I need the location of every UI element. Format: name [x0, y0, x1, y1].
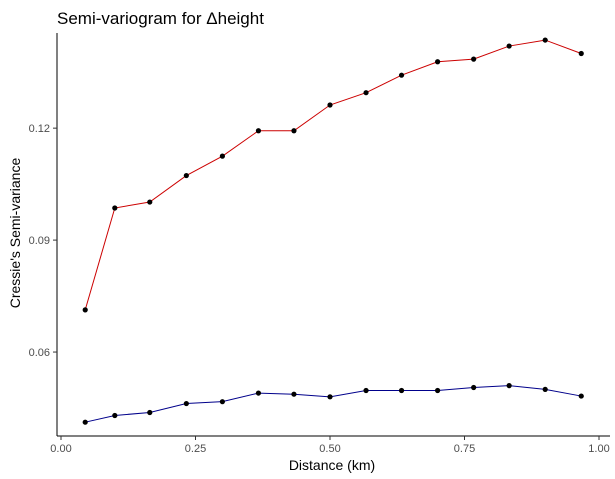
series-1-point	[327, 102, 333, 108]
series-1-point	[471, 56, 477, 62]
y-axis-title: Cressie's Semi-variance	[7, 158, 23, 309]
x-tick-label: 0.00	[50, 443, 71, 455]
x-tick-label: 0.75	[454, 443, 475, 455]
series-2-point	[506, 383, 512, 389]
chart-title: Semi-variogram for Δheight	[57, 9, 264, 28]
series-1-point	[183, 172, 189, 179]
series-1-point	[147, 199, 153, 205]
series-2-point	[363, 387, 369, 394]
series-2-point	[82, 419, 88, 425]
series-1-point	[255, 128, 262, 134]
x-tick-label: 1.00	[588, 443, 609, 455]
axes	[56, 33, 610, 437]
x-axis-title: Distance (km)	[289, 457, 375, 473]
series-line-2	[85, 385, 582, 423]
series-line-1	[84, 39, 582, 311]
series-1-point	[219, 153, 225, 159]
series-1-point	[398, 72, 405, 78]
y-tick-label: 0.09	[29, 235, 50, 247]
series-2-point	[219, 399, 225, 405]
series-1-point	[542, 37, 548, 43]
series-2-point	[183, 400, 189, 407]
series-1-point	[112, 205, 118, 211]
series-1-point	[506, 43, 512, 49]
series-2-point	[435, 387, 441, 394]
series-2-point	[327, 394, 333, 400]
series-1-point	[82, 307, 88, 313]
ticks: 0.00 0.25 0.50 0.75 1.00 0.06 0.09 0.12	[29, 123, 610, 455]
series-2-point	[578, 393, 584, 399]
series-2-point	[471, 384, 477, 391]
series-1-point	[435, 59, 441, 65]
y-tick-label: 0.12	[29, 123, 50, 135]
series-2-point	[147, 409, 153, 416]
x-tick-label: 0.50	[319, 443, 340, 455]
series-1-point	[363, 90, 369, 96]
series-1-point	[578, 50, 584, 57]
series-1-point	[291, 128, 297, 134]
series-2-point	[398, 387, 405, 394]
plot-area	[82, 37, 584, 425]
x-tick-label: 0.25	[185, 443, 206, 455]
series-2-point	[542, 386, 548, 392]
series-2-point	[112, 412, 118, 419]
series-2-point	[255, 390, 262, 396]
y-tick-label: 0.06	[29, 347, 50, 359]
series-2-point	[291, 391, 297, 397]
